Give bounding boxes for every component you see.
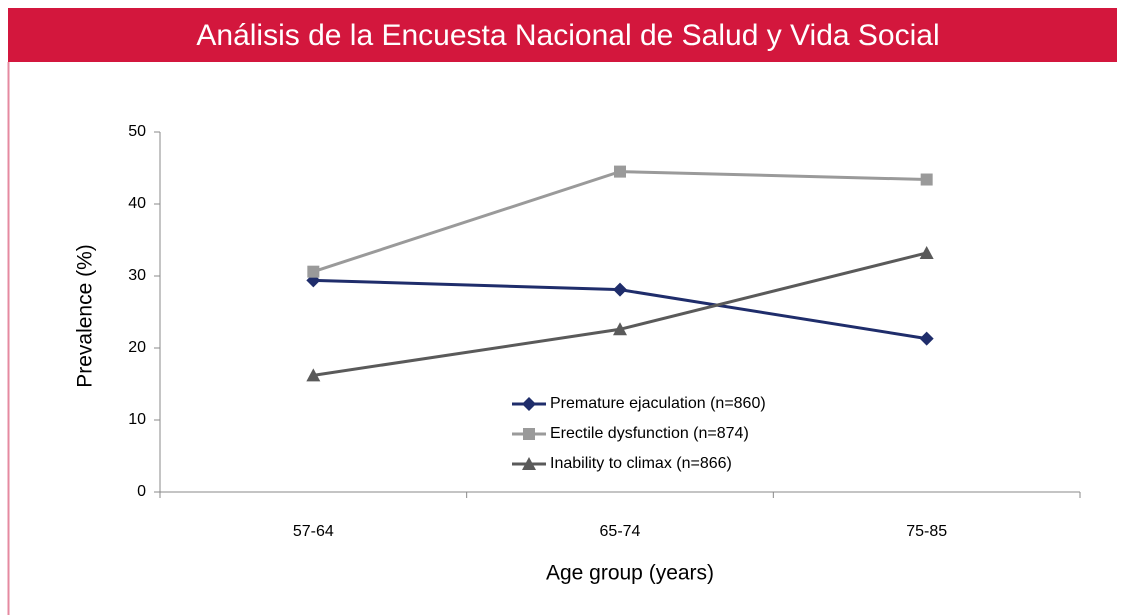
- y-tick-label: 10: [128, 411, 146, 428]
- data-point: [919, 331, 934, 346]
- legend-label: Erectile dysfunction (n=874): [550, 425, 749, 442]
- y-tick-label: 40: [128, 195, 146, 212]
- data-point: [306, 368, 321, 382]
- chart-title: Análisis de la Encuesta Nacional de Salu…: [196, 19, 939, 52]
- data-point: [614, 165, 626, 178]
- legend-swatch-marker: [522, 457, 536, 470]
- x-tick-label: 57-64: [293, 523, 334, 540]
- y-axis-title: Prevalence (%): [74, 244, 97, 388]
- x-axis-title: Age group (years): [546, 562, 714, 585]
- y-tick-label: 20: [128, 339, 146, 356]
- data-point: [613, 322, 627, 336]
- x-tick-label: 75-85: [906, 523, 947, 540]
- y-tick-label: 0: [137, 483, 146, 500]
- data-point: [920, 173, 933, 186]
- legend-swatch-marker: [523, 428, 535, 440]
- series-line: [312, 170, 927, 274]
- series-line: [313, 251, 928, 377]
- data-point: [307, 265, 320, 278]
- x-tick-label: 65-74: [600, 523, 641, 540]
- y-tick-label: 30: [128, 267, 146, 284]
- y-tick-label: 50: [128, 123, 146, 140]
- title-bar: [8, 8, 1117, 62]
- legend-swatch-marker: [522, 397, 536, 411]
- data-point: [613, 282, 627, 297]
- legend-label: Premature ejaculation (n=860): [550, 395, 766, 412]
- data-point: [919, 245, 934, 259]
- legend-label: Inability to climax (n=866): [550, 455, 732, 472]
